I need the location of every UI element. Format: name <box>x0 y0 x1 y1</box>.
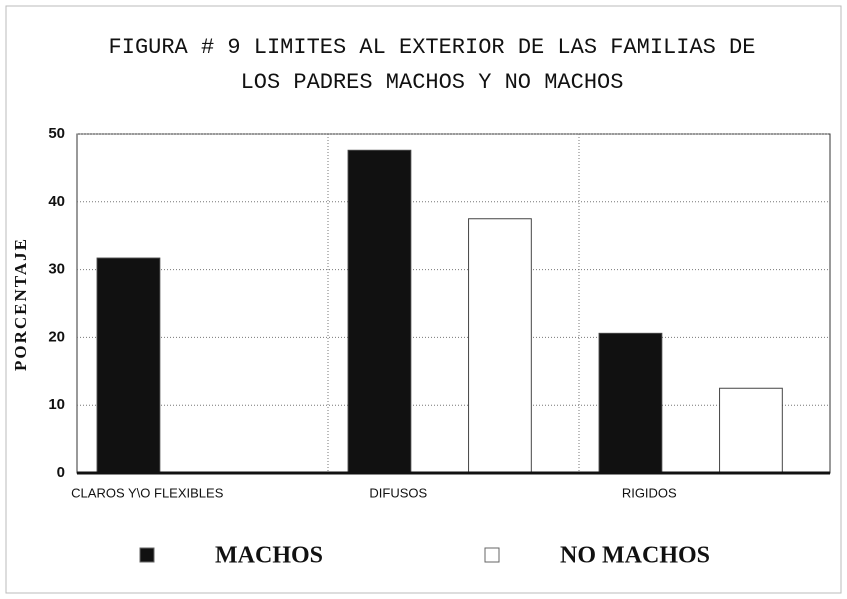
bar <box>719 387 783 474</box>
legend-label: MACHOS <box>215 543 323 569</box>
y-tick-label: 30 <box>48 261 65 278</box>
bar <box>598 332 663 474</box>
x-tick-label: RIGIDOS <box>622 485 677 500</box>
legend-label: NO MACHOS <box>560 543 710 569</box>
y-axis-label: PORCENTAJE <box>11 237 30 371</box>
legend-swatch <box>139 547 155 563</box>
y-tick-label: 40 <box>48 193 65 210</box>
plot-area <box>76 133 831 474</box>
bar <box>96 257 161 474</box>
y-tick-label: 0 <box>57 464 65 481</box>
y-tick-label: 50 <box>48 125 65 142</box>
legend-swatch <box>484 547 500 563</box>
y-tick-label: 20 <box>48 328 65 345</box>
chart-title: FIGURA # 9 LIMITES AL EXTERIOR DE LAS FA… <box>109 35 756 60</box>
bar <box>468 218 532 474</box>
y-tick-label: 10 <box>48 396 65 413</box>
frame <box>5 5 842 594</box>
bar <box>347 149 412 474</box>
x-tick-label: CLAROS Y\O FLEXIBLES <box>71 485 224 500</box>
x-tick-label: DIFUSOS <box>369 485 427 500</box>
chart-title: LOS PADRES MACHOS Y NO MACHOS <box>241 70 624 95</box>
